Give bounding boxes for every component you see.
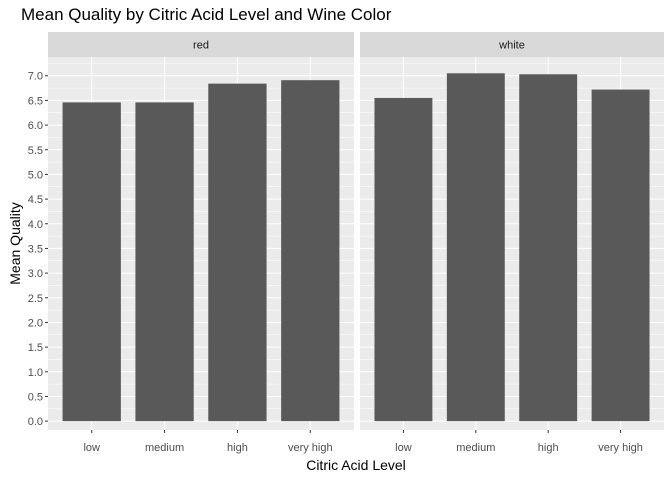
y-tick-label: 2.0 bbox=[28, 317, 43, 329]
x-tick-label: low bbox=[83, 442, 100, 454]
y-tick-label: 1.0 bbox=[28, 367, 43, 379]
facet-strip-red bbox=[48, 32, 354, 57]
y-tick-label: 4.0 bbox=[28, 219, 43, 231]
y-tick-label: 0.5 bbox=[28, 391, 43, 403]
y-tick-label: 2.5 bbox=[28, 293, 43, 305]
bar-red-medium bbox=[135, 102, 194, 422]
y-tick-label: 5.0 bbox=[28, 169, 43, 181]
x-tick-label: high bbox=[227, 442, 248, 454]
bar-red-high bbox=[208, 83, 267, 422]
facet-strip-white bbox=[360, 32, 664, 57]
facet-label-white: white bbox=[498, 40, 525, 52]
bar-white-low bbox=[374, 97, 433, 422]
x-tick-label: medium bbox=[456, 442, 495, 454]
y-tick-label: 5.5 bbox=[28, 145, 43, 157]
y-tick-label: 0.0 bbox=[28, 416, 43, 428]
bar-white-very-high bbox=[591, 89, 650, 422]
x-axis-title: Citric Acid Level bbox=[306, 457, 406, 473]
y-tick-label: 6.0 bbox=[28, 120, 43, 132]
y-tick-label: 3.0 bbox=[28, 268, 43, 280]
x-tick-label: high bbox=[538, 442, 559, 454]
bar-white-medium bbox=[446, 73, 505, 422]
y-tick-label: 4.5 bbox=[28, 194, 43, 206]
y-tick-label: 6.5 bbox=[28, 95, 43, 107]
y-tick-label: 7.0 bbox=[28, 71, 43, 83]
x-tick-label: very high bbox=[598, 442, 643, 454]
bar-white-high bbox=[519, 74, 578, 422]
x-tick-label: medium bbox=[145, 442, 184, 454]
chart-title: Mean Quality by Citric Acid Level and Wi… bbox=[21, 5, 392, 24]
bar-red-low bbox=[62, 102, 121, 422]
x-tick-label: very high bbox=[288, 442, 333, 454]
y-tick-label: 3.5 bbox=[28, 243, 43, 255]
bar-red-very-high bbox=[281, 80, 340, 422]
y-axis-title: Mean Quality bbox=[7, 202, 23, 284]
y-tick-label: 1.5 bbox=[28, 342, 43, 354]
x-tick-label: low bbox=[395, 442, 412, 454]
facet-label-red: red bbox=[193, 40, 209, 52]
